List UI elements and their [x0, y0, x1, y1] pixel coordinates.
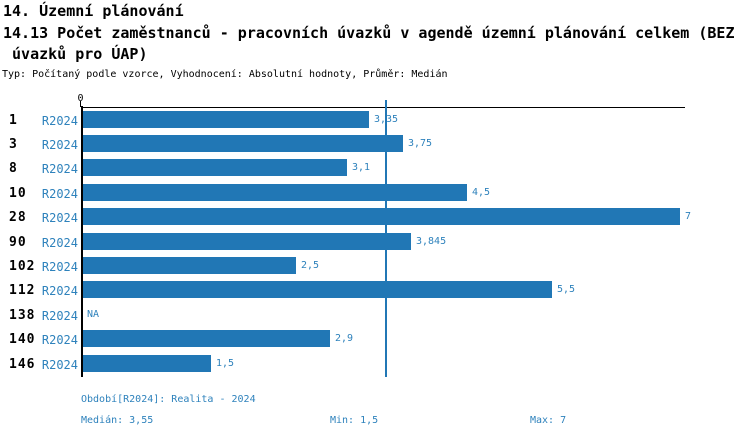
bar-value-label: 2,5	[301, 260, 320, 272]
chart-row: 1 R2024 3,35	[0, 109, 750, 133]
row-period-label: R2024	[41, 162, 78, 177]
report-meta: Typ: Počítaný podle vzorce, Vyhodnocení:…	[2, 69, 448, 80]
row-category-label: 146	[9, 356, 36, 372]
footer-min: Min: 1,5	[330, 415, 379, 426]
bar	[83, 208, 680, 226]
row-category-label: 8	[9, 161, 18, 177]
axis-zero-label: 0	[77, 93, 84, 104]
row-period-label: R2024	[41, 333, 78, 348]
bar	[83, 232, 411, 250]
row-category-label: 102	[9, 259, 36, 275]
bar-value-label: 5,5	[557, 284, 576, 296]
footer-median: Medián: 3,55	[81, 415, 154, 426]
x-axis-top-line	[81, 107, 685, 108]
row-category-label: 10	[9, 185, 27, 201]
axis-zero-tick	[80, 101, 81, 107]
bar-value-label: 4,5	[472, 186, 491, 198]
bar-value-label: 3,845	[416, 235, 447, 247]
row-category-label: 3	[9, 136, 18, 152]
bar-value-label: 3,75	[408, 137, 433, 149]
row-period-label: R2024	[41, 211, 78, 226]
bar-value-label: 1,5	[216, 357, 235, 369]
bar-value-label: NA	[87, 308, 100, 320]
chart-row: 8 R2024 3,1	[0, 157, 750, 181]
chart-row: 138 R2024 NA	[0, 304, 750, 328]
row-period-label: R2024	[41, 186, 78, 201]
row-category-label: 112	[9, 283, 36, 299]
chart-row: 112 R2024 5,5	[0, 279, 750, 303]
chart-row: 140 R2024 2,9	[0, 328, 750, 352]
bar	[83, 281, 552, 299]
bar	[83, 330, 330, 348]
chart-row: 90 R2024 3,845	[0, 231, 750, 255]
bar-value-label: 7	[685, 211, 692, 223]
bar	[83, 110, 369, 128]
row-category-label: 90	[9, 234, 27, 250]
chart-row: 3 R2024 3,75	[0, 133, 750, 157]
footer-max: Max: 7	[530, 415, 567, 426]
row-period-label: R2024	[41, 284, 78, 299]
report-title-line-2: úvazků pro ÚAP)	[3, 45, 148, 63]
section-title: 14. Územní plánování	[3, 2, 184, 20]
bar	[83, 159, 347, 177]
footer-period-info: Období[R2024]: Realita - 2024	[81, 394, 256, 405]
row-period-label: R2024	[41, 357, 78, 372]
row-category-label: 138	[9, 307, 36, 323]
bar	[83, 183, 467, 201]
y-axis-line	[81, 106, 83, 377]
row-category-label: 140	[9, 332, 36, 348]
report-title-line-1: 14.13 Počet zaměstnanců - pracovních úva…	[3, 24, 735, 42]
row-category-label: 28	[9, 210, 27, 226]
chart-row: 102 R2024 2,5	[0, 255, 750, 279]
row-period-label: R2024	[41, 137, 78, 152]
bar-value-label: 3,1	[352, 162, 371, 174]
bar	[83, 354, 211, 372]
row-category-label: 1	[9, 112, 18, 128]
row-period-label: R2024	[41, 308, 78, 323]
row-period-label: R2024	[41, 235, 78, 250]
chart-row: 28 R2024 7	[0, 206, 750, 230]
row-period-label: R2024	[41, 260, 78, 275]
bar-value-label: 3,35	[374, 113, 399, 125]
chart-row: 146 R2024 1,5	[0, 353, 750, 377]
bar	[83, 134, 403, 152]
bar	[83, 257, 296, 275]
bar-value-label: 2,9	[335, 333, 354, 345]
chart-row: 10 R2024 4,5	[0, 182, 750, 206]
row-period-label: R2024	[41, 113, 78, 128]
